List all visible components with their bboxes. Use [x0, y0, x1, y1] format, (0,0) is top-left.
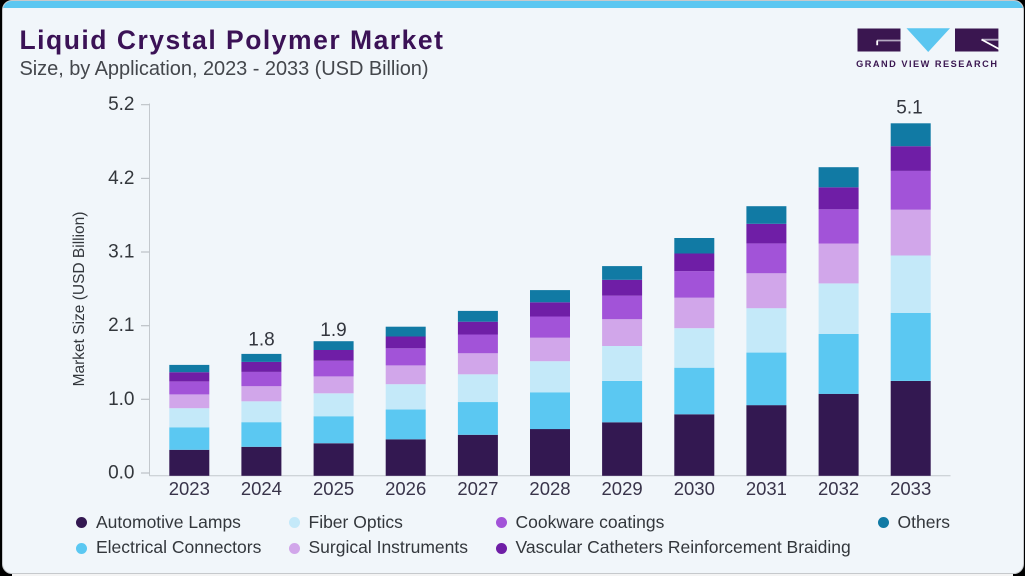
- svg-text:2027: 2027: [457, 478, 498, 499]
- svg-text:4.2: 4.2: [108, 168, 134, 189]
- svg-text:2.1: 2.1: [108, 315, 134, 336]
- svg-text:2028: 2028: [529, 478, 570, 499]
- svg-text:5.1: 5.1: [896, 98, 922, 119]
- svg-text:GRAND VIEW RESEARCH: GRAND VIEW RESEARCH: [856, 59, 998, 69]
- svg-text:2023: 2023: [168, 478, 209, 499]
- svg-text:1.9: 1.9: [320, 320, 346, 341]
- svg-text:2033: 2033: [890, 478, 931, 499]
- svg-text:2030: 2030: [673, 478, 714, 499]
- svg-text:3.1: 3.1: [108, 242, 134, 263]
- svg-text:2031: 2031: [745, 478, 786, 499]
- svg-text:5.2: 5.2: [108, 94, 134, 115]
- svg-text:2029: 2029: [601, 478, 642, 499]
- svg-text:1.8: 1.8: [248, 330, 274, 351]
- svg-text:2032: 2032: [818, 478, 859, 499]
- svg-text:Market Size (USD Billion): Market Size (USD Billion): [71, 212, 88, 387]
- svg-text:0.0: 0.0: [108, 463, 134, 484]
- svg-text:2024: 2024: [240, 478, 281, 499]
- svg-text:2026: 2026: [385, 478, 426, 499]
- svg-text:2025: 2025: [313, 478, 354, 499]
- svg-text:1.0: 1.0: [108, 389, 134, 410]
